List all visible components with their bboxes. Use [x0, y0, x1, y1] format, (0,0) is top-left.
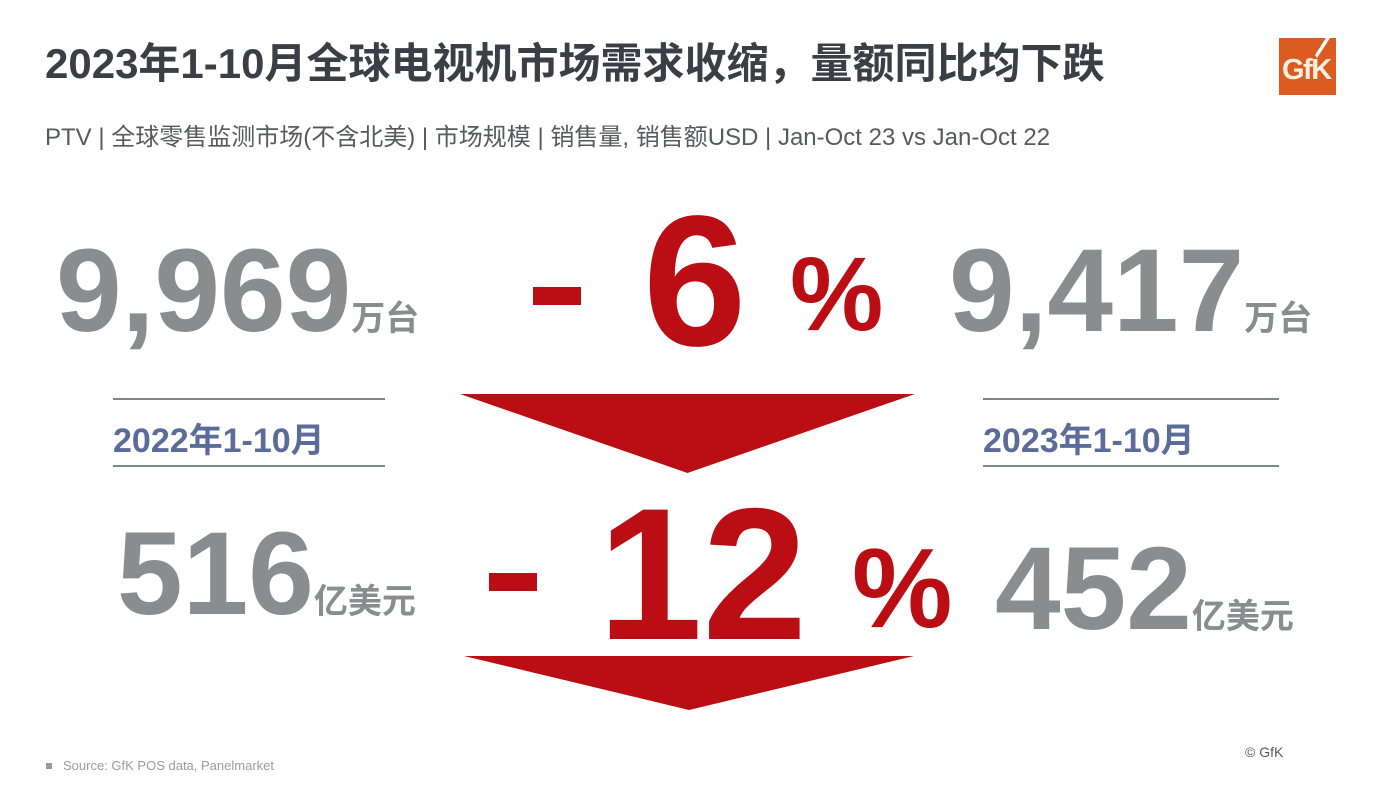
svg-text:GfK: GfK	[1282, 54, 1332, 86]
